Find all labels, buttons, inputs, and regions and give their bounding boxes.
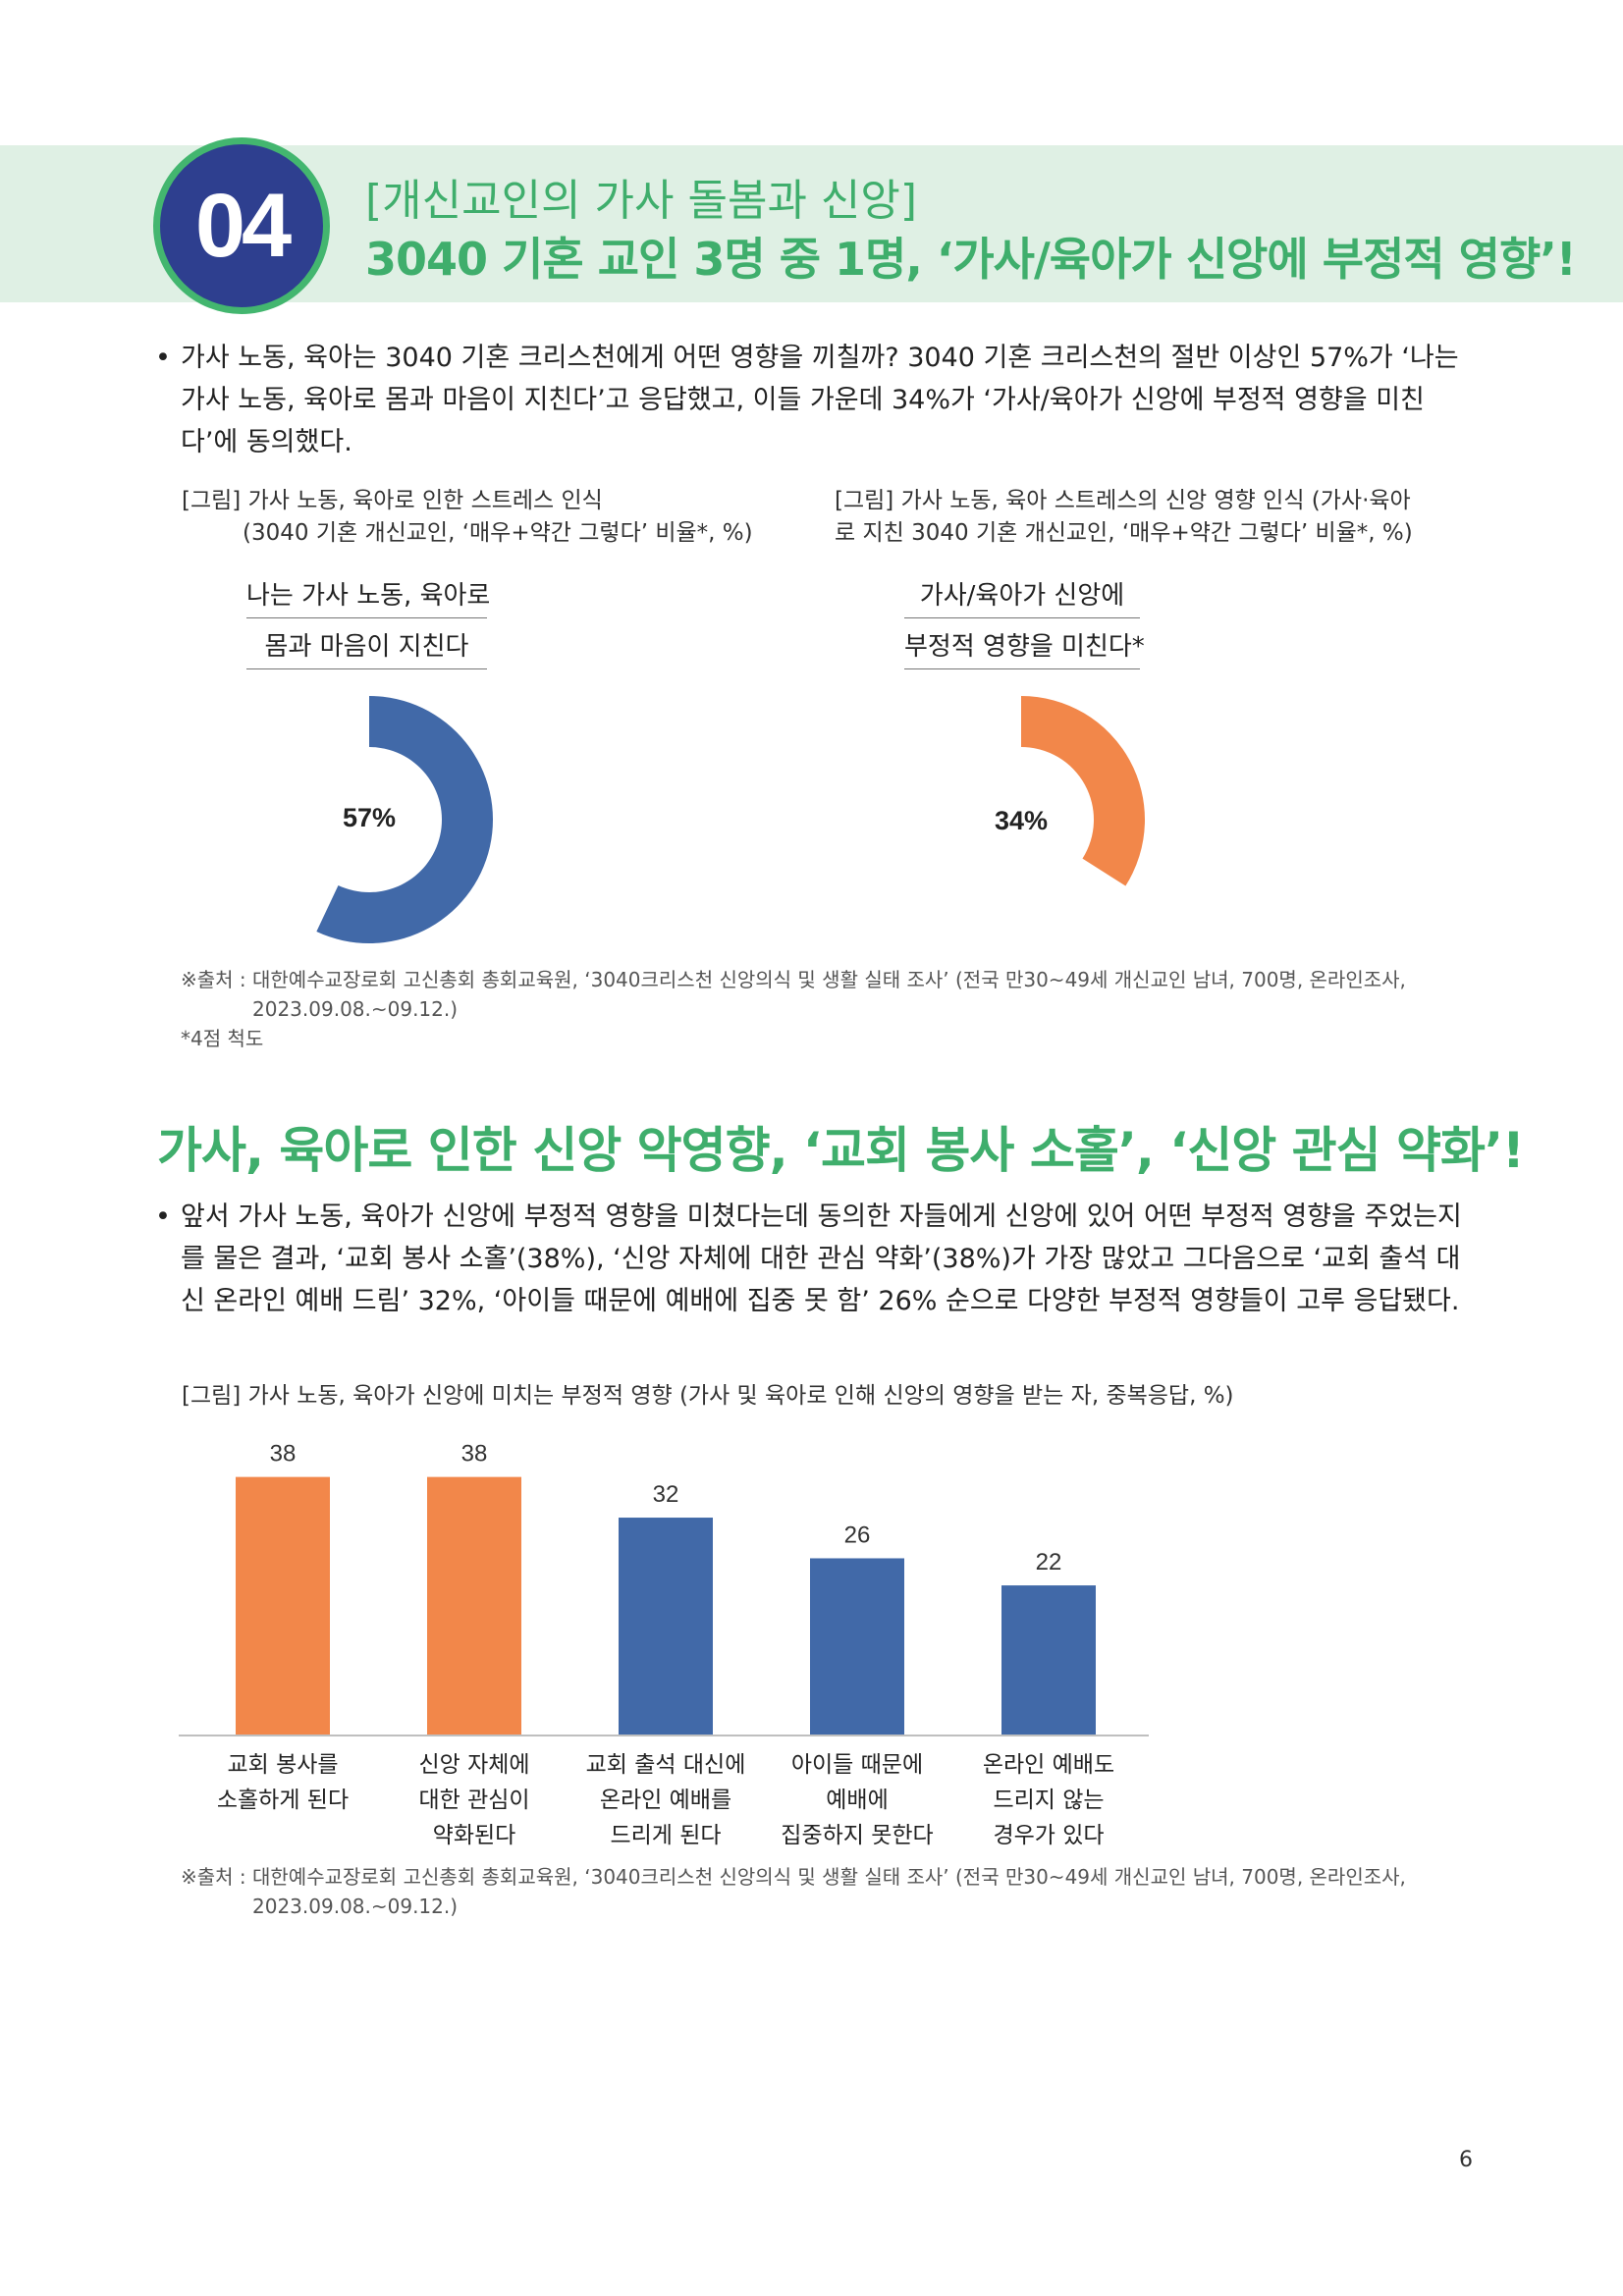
bar-value-label-2: 38 xyxy=(461,1441,488,1468)
section-number-badge: 04 xyxy=(153,137,330,314)
section2-title: 가사, 육아로 인한 신앙 악영향, ‘교회 봉사 소홀’, ‘신앙 관심 약화… xyxy=(157,1122,1525,1179)
fig2-label-line1: 가사/육아가 신앙에 xyxy=(904,567,1140,618)
fig2-value-label: 34% xyxy=(995,806,1048,835)
bar-2 xyxy=(427,1476,521,1735)
fig1-caption-line2: (3040 기혼 개신교인, ‘매우+약간 그렇다’ 비율*, %) xyxy=(243,520,753,546)
header-title: 3040 기혼 교인 3명 중 1명, ‘가사/육아가 신앙에 부정적 영향’! xyxy=(365,233,1577,286)
fig1-label: 나는 가사 노동, 육아로 몸과 마음이 지친다 xyxy=(246,567,490,669)
source2-line2: 2023.09.08.~09.12.) xyxy=(252,1895,459,1918)
fig1-caption-line1: [그림] 가사 노동, 육아로 인한 스트레스 인식 xyxy=(182,488,603,513)
fig2-label-line2: 부정적 영향을 미친다* xyxy=(904,618,1145,669)
fig2-label: 가사/육아가 신앙에 부정적 영향을 미친다* xyxy=(904,567,1145,669)
header-subtitle: [개신교인의 가사 돌봄과 신앙] xyxy=(365,176,918,226)
category-label-line: 아이들 때문에 xyxy=(790,1752,924,1778)
intro-text: 가사 노동, 육아는 3040 기혼 크리스천에게 어떤 영향을 끼칠까? 30… xyxy=(181,343,1459,457)
category-label-line: 드리게 된다 xyxy=(610,1823,722,1848)
category-label-line: 약화된다 xyxy=(432,1823,516,1848)
category-label-line: 대한 관심이 xyxy=(418,1788,530,1813)
intro-paragraph: • 가사 노동, 육아는 3040 기혼 크리스천에게 어떤 영향을 끼칠까? … xyxy=(155,337,1471,463)
page-number: 6 xyxy=(1459,2148,1473,2172)
fig1-donut-arc xyxy=(316,696,493,943)
bar-3 xyxy=(619,1518,713,1735)
category-label-line: 신앙 자체에 xyxy=(418,1752,530,1778)
bar-chart-caption: [그림] 가사 노동, 육아가 신앙에 미치는 부정적 영향 (가사 및 육아로… xyxy=(182,1383,1234,1409)
category-label-line: 온라인 예배도 xyxy=(982,1752,1115,1778)
fig2-donut-chart: 34% xyxy=(995,696,1145,886)
category-label-line: 교회 봉사를 xyxy=(227,1752,339,1778)
fig1-label-line2: 몸과 마음이 지친다 xyxy=(246,618,487,669)
fig2-donut-arc xyxy=(1021,696,1145,886)
section2-text: 앞서 가사 노동, 육아가 신앙에 부정적 영향을 미쳤다는데 동의한 자들에게… xyxy=(181,1201,1462,1316)
fig2-caption-line2: 로 지친 3040 기혼 개신교인, ‘매우+약간 그렇다’ 비율*, %) xyxy=(835,520,1413,546)
source2-line1: ※출처 : 대한예수교장로회 고신총회 총회교육원, ‘3040크리스천 신앙의… xyxy=(181,1865,1406,1889)
fig1-donut-chart: 57% xyxy=(316,696,493,943)
bar-value-label-3: 32 xyxy=(653,1481,679,1508)
bar-value-label-1: 38 xyxy=(270,1441,297,1468)
bullet: • xyxy=(155,343,171,373)
category-label-line: 드리지 않는 xyxy=(993,1788,1105,1813)
source1-note: *4점 척도 xyxy=(181,1027,264,1050)
fig1-label-line1: 나는 가사 노동, 육아로 xyxy=(246,567,490,618)
section-number: 04 xyxy=(194,175,292,276)
bar-4 xyxy=(810,1558,904,1735)
source1-line2: 2023.09.08.~09.12.) xyxy=(252,997,459,1021)
bar-value-label-4: 26 xyxy=(844,1522,871,1548)
category-label-line: 예배에 xyxy=(826,1788,889,1813)
bar-chart: 38 38 32 26 22 xyxy=(179,1441,1149,1736)
category-label-line: 교회 출석 대신에 xyxy=(585,1752,746,1778)
category-label-line: 경우가 있다 xyxy=(993,1823,1105,1848)
source1-line1: ※출처 : 대한예수교장로회 고신총회 총회교육원, ‘3040크리스천 신앙의… xyxy=(181,968,1406,991)
fig2-caption-line1: [그림] 가사 노동, 육아 스트레스의 신앙 영향 인식 (가사·육아 xyxy=(835,488,1411,513)
category-label-line: 소홀하게 된다 xyxy=(216,1788,350,1813)
bar-1 xyxy=(236,1476,330,1735)
category-label-line: 온라인 예배를 xyxy=(599,1788,732,1813)
bar-5 xyxy=(1001,1585,1096,1735)
bar-value-label-5: 22 xyxy=(1036,1549,1062,1575)
fig1-value-label: 57% xyxy=(343,803,396,832)
section2-paragraph: • 앞서 가사 노동, 육아가 신앙에 부정적 영향을 미쳤다는데 동의한 자들… xyxy=(155,1196,1471,1322)
bullet: • xyxy=(155,1201,171,1232)
category-label-line: 집중하지 못한다 xyxy=(781,1823,934,1848)
